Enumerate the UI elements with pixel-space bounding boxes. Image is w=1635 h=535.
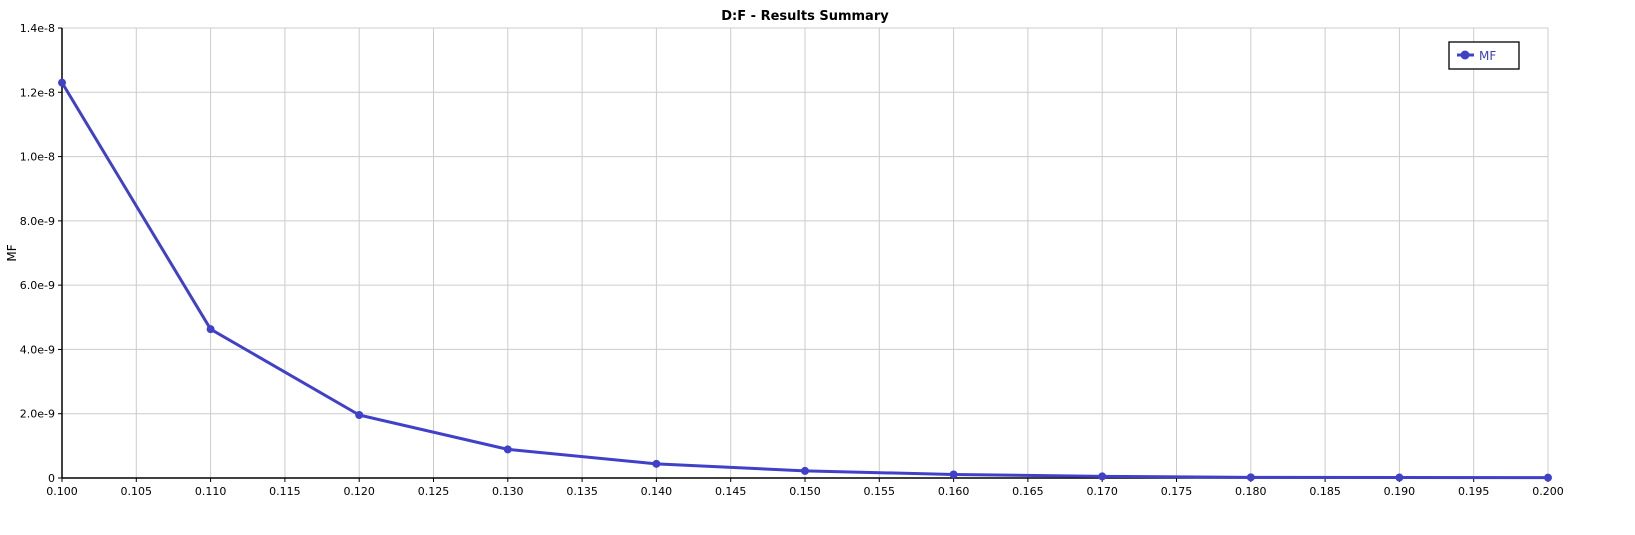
x-tick-label: 0.115 xyxy=(269,485,301,498)
x-tick-label: 0.155 xyxy=(864,485,896,498)
y-tick-label: 4.0e-9 xyxy=(20,343,55,356)
data-point xyxy=(801,466,809,475)
data-point xyxy=(949,470,958,479)
y-tick-label: 1.0e-8 xyxy=(20,151,55,164)
data-point xyxy=(652,459,661,468)
series-group xyxy=(58,78,1552,482)
x-tick-label: 0.200 xyxy=(1532,485,1564,498)
x-tick-label: 0.100 xyxy=(46,485,78,498)
x-tick-label: 0.175 xyxy=(1161,485,1193,498)
x-tick-label: 0.145 xyxy=(715,485,747,498)
legend-marker-icon xyxy=(1460,50,1470,60)
x-tick-label: 0.195 xyxy=(1458,485,1490,498)
data-point xyxy=(355,411,364,419)
data-point xyxy=(1246,473,1255,482)
x-tick-label: 0.165 xyxy=(1012,485,1044,498)
x-tick-label: 0.135 xyxy=(566,485,598,498)
y-tick-label: 8.0e-9 xyxy=(20,215,55,228)
x-tick-label: 0.150 xyxy=(789,485,821,498)
x-tick-label: 0.130 xyxy=(492,485,524,498)
y-tick-label: 6.0e-9 xyxy=(20,279,55,292)
data-point xyxy=(1098,472,1107,481)
y-axis-label: MF xyxy=(5,244,19,261)
y-tick-label: 1.4e-8 xyxy=(20,22,55,35)
x-tick-label: 0.140 xyxy=(641,485,673,498)
data-point xyxy=(1395,473,1404,482)
x-tick-label: 0.105 xyxy=(121,485,153,498)
tick-labels: 0.100 0.105 0.110 0.115 0.120 0.125 0.130 0.135… xyxy=(20,22,1564,498)
data-point xyxy=(206,325,215,334)
x-tick-label: 0.185 xyxy=(1309,485,1341,498)
data-point xyxy=(503,445,512,454)
chart-title: D:F - Results Summary xyxy=(721,9,889,24)
legend-label: MF xyxy=(1479,49,1496,63)
data-point xyxy=(1544,473,1552,482)
x-tick-label: 0.170 xyxy=(1086,485,1118,498)
y-tick-label: 2.0e-9 xyxy=(20,408,55,421)
x-tick-label: 0.125 xyxy=(418,485,450,498)
y-tick-label: 0 xyxy=(48,472,55,485)
x-tick-label: 0.180 xyxy=(1235,485,1267,498)
data-point xyxy=(58,78,66,87)
x-tick-label: 0.160 xyxy=(938,485,970,498)
y-tick-label: 1.2e-8 xyxy=(20,86,55,99)
x-tick-label: 0.190 xyxy=(1384,485,1416,498)
legend: MF xyxy=(1448,41,1520,70)
x-tick-label: 0.110 xyxy=(195,485,227,498)
grid xyxy=(61,27,1549,479)
x-tick-label: 0.120 xyxy=(343,485,375,498)
